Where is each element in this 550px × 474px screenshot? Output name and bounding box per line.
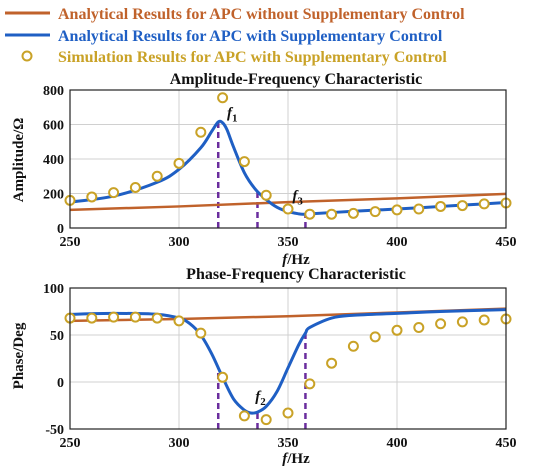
phase-simulation-point xyxy=(173,315,185,327)
phase-chart: Phase-Frequency Characteristic Phase/Deg… xyxy=(11,266,517,467)
phase-xlabel-unit: /Hz xyxy=(286,451,310,467)
phase-xtick-label: 450 xyxy=(496,436,517,451)
phase-xtick-label: 350 xyxy=(278,436,299,451)
amplitude-line-with-control xyxy=(70,119,506,216)
phase-title: Phase-Frequency Characteristic xyxy=(186,266,406,283)
amplitude-ylabel: Amplitude/Ω xyxy=(11,118,27,203)
amplitude-simulation-point xyxy=(347,207,359,219)
phase-simulation-point xyxy=(217,371,229,383)
amplitude-xlabel-unit: /Hz xyxy=(286,252,310,268)
amplitude-simulation-point xyxy=(282,203,294,215)
phase-simulation-point xyxy=(238,410,250,422)
phase-xtick-label: 250 xyxy=(60,436,81,451)
legend-entry-3: Simulation Results for APC with Suppleme… xyxy=(21,49,447,66)
amplitude-series-group xyxy=(70,119,506,216)
amplitude-xtick-label: 250 xyxy=(60,235,81,250)
amplitude-simulation-point xyxy=(173,157,185,169)
amplitude-title: Amplitude-Frequency Characteristic xyxy=(170,71,423,88)
phase-simulation-point xyxy=(478,314,490,326)
amplitude-ytick-label: 600 xyxy=(43,119,64,134)
amplitude-simulation-point xyxy=(238,156,250,168)
phase-simulation-point xyxy=(195,327,207,339)
phase-xlabel-italic: f xyxy=(282,451,289,467)
phase-plot: 250 300 350 400 450 -50 0 50 100 f2 xyxy=(43,282,517,451)
amplitude-simulation-point xyxy=(108,187,120,199)
phase-xlabel: f/Hz xyxy=(282,451,310,467)
phase-simulation-point xyxy=(347,340,359,352)
phase-simulation-point xyxy=(391,324,403,336)
amplitude-simulation-point xyxy=(129,181,141,193)
amplitude-annotation-main: f xyxy=(292,188,299,204)
amplitude-ytick-label: 400 xyxy=(43,153,64,168)
amplitude-simulation-point xyxy=(456,200,468,212)
phase-ylabel: Phase/Deg xyxy=(11,322,27,389)
amplitude-simulation-point xyxy=(86,191,98,203)
amplitude-simulation-point xyxy=(326,208,338,220)
phase-annotation-main: f xyxy=(255,389,262,405)
amplitude-simulation-point xyxy=(304,208,316,220)
amplitude-line-without-control xyxy=(70,192,506,212)
amplitude-annotation-sub: 3 xyxy=(297,195,303,207)
amplitude-chart: Amplitude-Frequency Characteristic Ampli… xyxy=(11,71,517,268)
phase-annotation: f2 xyxy=(255,389,266,408)
phase-annotation-sub: 2 xyxy=(260,396,266,408)
amplitude-xtick-label: 450 xyxy=(496,235,517,250)
phase-simulation-point xyxy=(108,311,120,323)
phase-xtick-label: 400 xyxy=(387,436,408,451)
legend: Analytical Results for APC without Suppl… xyxy=(5,6,465,66)
legend-entry-2: Analytical Results for APC with Suppleme… xyxy=(5,28,443,45)
phase-simulation-point xyxy=(369,331,381,343)
phase-simulation-point xyxy=(326,357,338,369)
phase-axes-frame xyxy=(69,287,507,430)
amplitude-annotation-sub: 1 xyxy=(232,113,238,125)
amplitude-simulation-point xyxy=(217,92,229,104)
amplitude-xtick-label: 350 xyxy=(278,235,299,250)
amplitude-simulation-point xyxy=(369,206,381,218)
legend-label-3: Simulation Results for APC with Suppleme… xyxy=(58,49,447,66)
phase-simulation-point xyxy=(151,312,163,324)
amplitude-xlabel: f/Hz xyxy=(282,252,310,268)
amplitude-simulation-point xyxy=(413,203,425,215)
amplitude-simulation-point xyxy=(391,204,403,216)
phase-simulation-point xyxy=(129,311,141,323)
amplitude-xtick-label: 300 xyxy=(169,235,190,250)
phase-simulation-point xyxy=(282,407,294,419)
amplitude-simulation-point xyxy=(478,198,490,210)
phase-simulation-point xyxy=(456,316,468,328)
amplitude-ytick-label: 0 xyxy=(57,222,64,237)
phase-line-with-control xyxy=(70,308,506,415)
amplitude-simulation-point xyxy=(151,170,163,182)
legend-label-2: Analytical Results for APC with Suppleme… xyxy=(58,28,443,45)
amplitude-axes-frame xyxy=(69,89,507,229)
phase-simulation-point xyxy=(304,378,316,390)
phase-ytick-label: 100 xyxy=(43,282,64,297)
legend-label-1: Analytical Results for APC without Suppl… xyxy=(58,6,465,23)
phase-simulation-point xyxy=(413,321,425,333)
amplitude-simulation-point xyxy=(195,126,207,138)
phase-xtick-label: 300 xyxy=(169,436,190,451)
amplitude-annotation: f1 xyxy=(227,106,238,125)
phase-simulation-point xyxy=(435,318,447,330)
phase-simulation-point xyxy=(86,312,98,324)
amplitude-simulation-point xyxy=(260,189,272,201)
phase-ytick-label: 50 xyxy=(50,329,64,344)
amplitude-annotation: f3 xyxy=(292,188,303,207)
phase-series-group xyxy=(70,307,506,415)
legend-entry-1: Analytical Results for APC without Suppl… xyxy=(5,6,465,23)
legend-marker-3 xyxy=(21,50,33,62)
amplitude-ytick-label: 200 xyxy=(43,188,64,203)
phase-ytick-label: -50 xyxy=(45,423,64,438)
amplitude-xlabel-italic: f xyxy=(282,252,289,268)
phase-simulation-point xyxy=(260,414,272,426)
amplitude-simulation-point xyxy=(435,200,447,212)
amplitude-annotation-main: f xyxy=(227,106,234,122)
phase-ytick-label: 0 xyxy=(57,376,64,391)
amplitude-ytick-label: 800 xyxy=(43,84,64,99)
amplitude-xtick-label: 400 xyxy=(387,235,408,250)
